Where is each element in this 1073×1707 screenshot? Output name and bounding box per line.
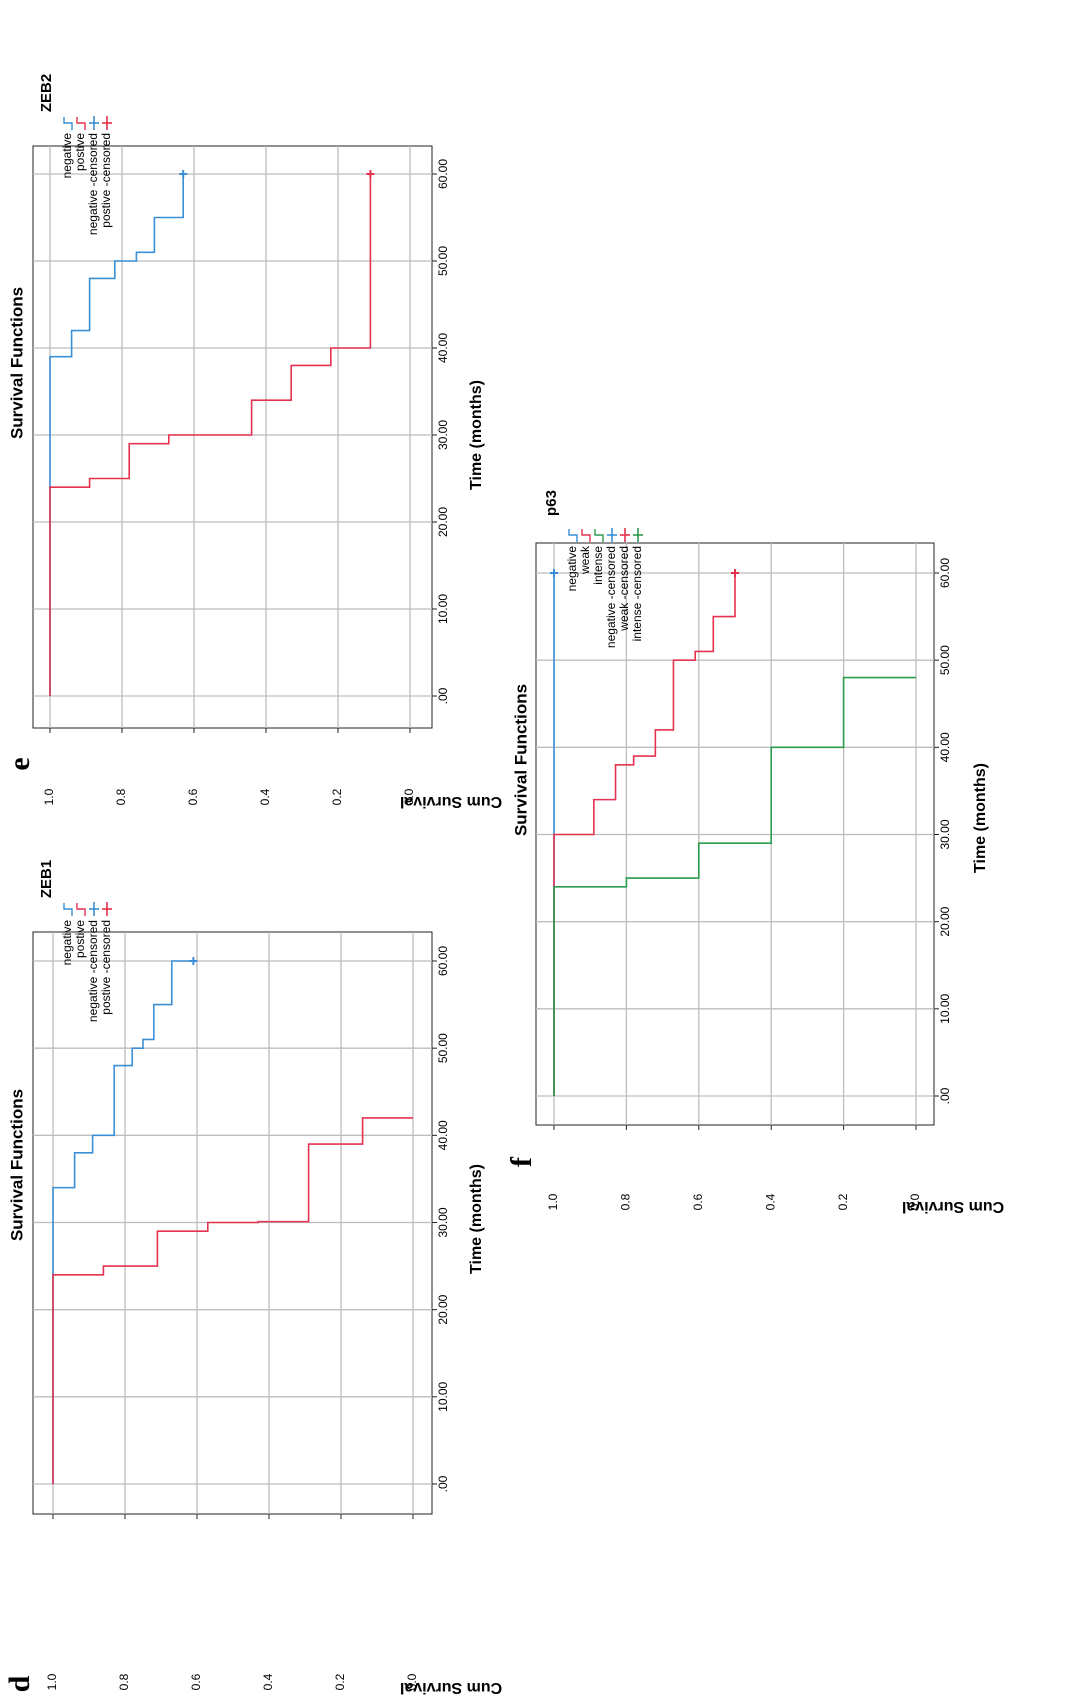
time-tick-label: 60.00 (436, 946, 450, 976)
legend-step-icon (63, 117, 73, 130)
legend: ZEB2 negative postive negative -censored pos… (38, 74, 113, 235)
survival-tick-label: 0.6 (691, 1193, 705, 1210)
time-tick-label: 30.00 (938, 819, 952, 849)
legend-label: negative -censored (604, 546, 618, 648)
panel-letter: d (3, 1675, 36, 1692)
survival-tick-label: 0.2 (330, 788, 344, 805)
legend: ZEB1 negative postive negative -censored pos… (38, 860, 113, 1022)
legend-step-icon (581, 529, 591, 542)
time-tick-label: 60.00 (938, 558, 952, 588)
y-axis-label: Cum Survival (400, 793, 502, 810)
survival-tick-label: 0.2 (333, 1673, 347, 1690)
survival-tick-label: 0.4 (258, 788, 272, 805)
chart-title: Survival Functions (7, 287, 26, 439)
legend-label: postive -censored (99, 920, 113, 1015)
time-tick-label: 50.00 (436, 246, 450, 276)
survival-tick-label: 1.0 (45, 1673, 59, 1690)
survival-tick-label: 0.0 (405, 1673, 419, 1690)
survival-tick-label: 1.0 (546, 1193, 560, 1210)
time-tick-label: 20.00 (436, 1294, 450, 1324)
legend-title: ZEB1 (38, 860, 55, 898)
survival-tick-label: 0.6 (189, 1673, 203, 1690)
x-axis-label: Time (months) (468, 1164, 485, 1274)
time-tick-label: 40.00 (436, 1120, 450, 1150)
time-tick-label: 50.00 (938, 645, 952, 675)
time-tick-label: 40.00 (436, 333, 450, 363)
chart-panel-d: d 0.0 0.2 0.4 0.6 0.8 1.0 .00 10.00 20.00 30.00 40.… (3, 860, 502, 1696)
legend-step-icon (594, 529, 604, 542)
chart-panel-f: f 0.0 0.2 0.4 0.6 0.8 1.0 .00 10.00 20.00 30.00 40.… (505, 490, 1004, 1215)
time-tick-label: 20.00 (436, 507, 450, 537)
time-tick-label: 60.00 (436, 159, 450, 189)
time-tick-label: 50.00 (436, 1033, 450, 1063)
time-tick-label: 20.00 (938, 906, 952, 936)
time-tick-label: 10.00 (436, 594, 450, 624)
panel-letter: e (3, 757, 36, 770)
series-negative-line (49, 174, 184, 696)
y-axis-label: Cum Survival (902, 1198, 1004, 1215)
legend-step-icon (76, 117, 86, 130)
x-axis-label: Time (months) (972, 763, 989, 873)
survival-tick-label: 0.0 (908, 1193, 922, 1210)
legend: p63 negative weak intense negative -censored… (543, 490, 644, 648)
legend-label: postive (73, 133, 87, 171)
legend-title: ZEB2 (38, 74, 55, 112)
chart-title: Survival Functions (511, 684, 530, 836)
legend-step-icon (568, 529, 578, 542)
x-axis-label: Time (months) (468, 380, 485, 490)
time-tick-label: 10.00 (938, 993, 952, 1023)
survival-tick-label: 0.8 (114, 788, 128, 805)
survival-tick-label: 0.4 (763, 1193, 777, 1210)
time-tick-label: .00 (436, 687, 450, 704)
series-weak-line (553, 573, 736, 1096)
survival-tick-label: 0.8 (619, 1193, 633, 1210)
series-negative-line (52, 960, 194, 1484)
time-tick-label: 30.00 (436, 420, 450, 450)
legend-step-icon (76, 903, 86, 916)
time-tick-label: 30.00 (436, 1207, 450, 1237)
legend-label: weak -censored (617, 546, 631, 632)
time-tick-label: 40.00 (938, 732, 952, 762)
legend-label: weak (578, 545, 592, 575)
y-axis-label: Cum Survival (400, 1679, 502, 1696)
time-tick-label: .00 (436, 1475, 450, 1492)
time-tick-label: 10.00 (436, 1381, 450, 1411)
legend-label: negative (60, 920, 74, 966)
time-tick-label: .00 (938, 1087, 952, 1104)
legend-label: intense (591, 546, 605, 585)
chart-panel-e: e 0.0 0.2 0.4 0.6 0.8 1.0 .00 10.00 20.00 30.00 40.… (3, 74, 502, 810)
survival-tick-label: 1.0 (42, 788, 56, 805)
survival-tick-label: 0.8 (117, 1673, 131, 1690)
series-postive-line (52, 1117, 413, 1484)
panel-letter: f (505, 1156, 538, 1167)
legend-label: postive -censored (99, 133, 113, 228)
survival-tick-label: 0.6 (186, 788, 200, 805)
legend-label: negative -censored (86, 920, 100, 1022)
legend-label: negative (565, 546, 579, 592)
legend-label: negative (60, 133, 74, 179)
survival-tick-label: 0.2 (836, 1193, 850, 1210)
survival-tick-label: 0.0 (402, 788, 416, 805)
legend-step-icon (63, 903, 73, 916)
legend-label: postive (73, 920, 87, 958)
plot-frame (32, 145, 433, 729)
series-postive-line (49, 174, 372, 696)
legend-label: negative -censored (86, 133, 100, 235)
series-intense-line (553, 676, 916, 1096)
legend-label: intense -censored (630, 546, 644, 641)
chart-title: Survival Functions (7, 1089, 26, 1241)
survival-tick-label: 0.4 (261, 1673, 275, 1690)
legend-title: p63 (543, 490, 560, 516)
